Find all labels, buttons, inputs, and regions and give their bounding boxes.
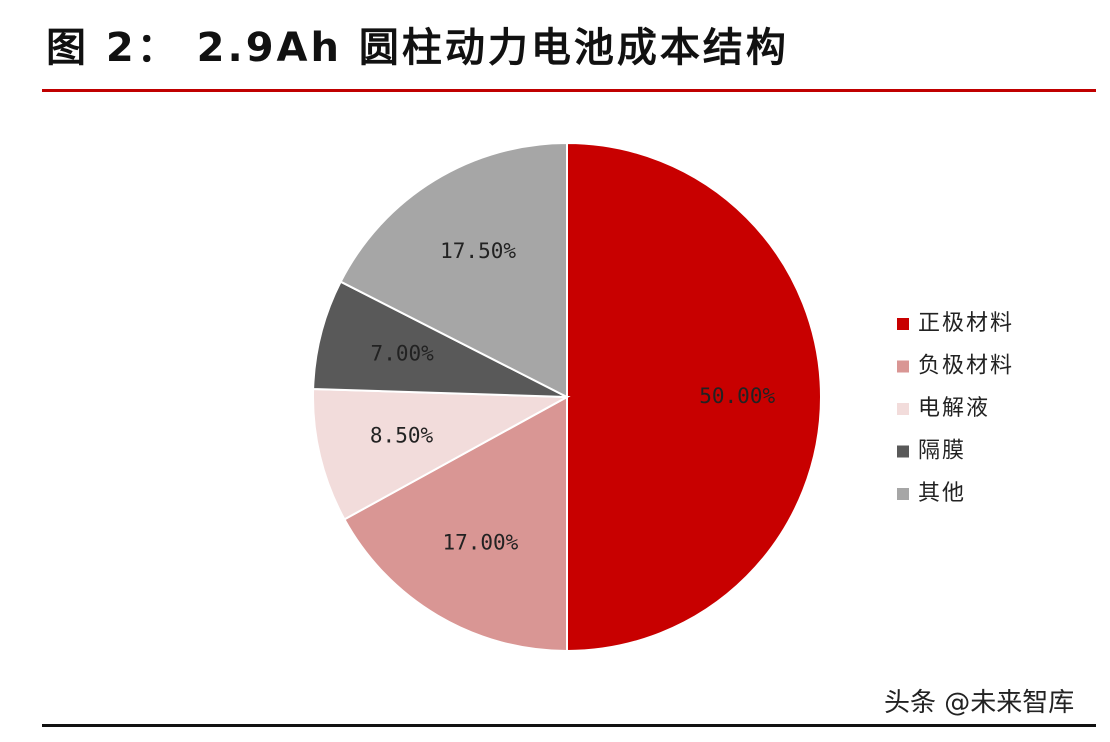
watermark-text: 头条 @未来智库 xyxy=(884,688,1075,718)
legend-swatch-3 xyxy=(897,403,909,415)
pie-data-label-1: 50.00% xyxy=(699,384,775,408)
legend-swatch-5 xyxy=(897,488,909,500)
legend-label-4: 隔膜 xyxy=(918,439,966,464)
pie-data-label-2: 17.00% xyxy=(442,530,518,554)
title-divider xyxy=(42,89,1096,92)
legend-label-2: 负极材料 xyxy=(918,354,1014,379)
pie-data-label-4: 7.00% xyxy=(371,342,435,366)
pie-data-label-3: 8.50% xyxy=(370,424,434,448)
pie-slice-3 xyxy=(312,387,571,521)
pie-slice-5 xyxy=(339,141,568,399)
pie-data-label-5: 17.50% xyxy=(440,239,516,263)
legend-swatch-2 xyxy=(897,360,909,373)
pie-slice-4 xyxy=(312,280,568,398)
legend-label-1: 正极材料 xyxy=(918,311,1014,336)
pie-slice-1 xyxy=(566,141,822,653)
pie-slices xyxy=(312,141,822,653)
legend-swatch-4 xyxy=(897,445,909,458)
legend-label-3: 电解液 xyxy=(918,396,990,421)
pie-data-labels: 50.00% 17.00% 8.50% 7.00% 17.50% xyxy=(370,239,776,555)
pie-slice-2 xyxy=(343,395,568,653)
figure-title: 图 2： 2.9Ah 圆柱动力电池成本结构 xyxy=(46,25,789,71)
footer-divider xyxy=(42,724,1096,727)
legend-label-5: 其他 xyxy=(918,481,966,506)
legend-swatch-1 xyxy=(897,318,909,330)
